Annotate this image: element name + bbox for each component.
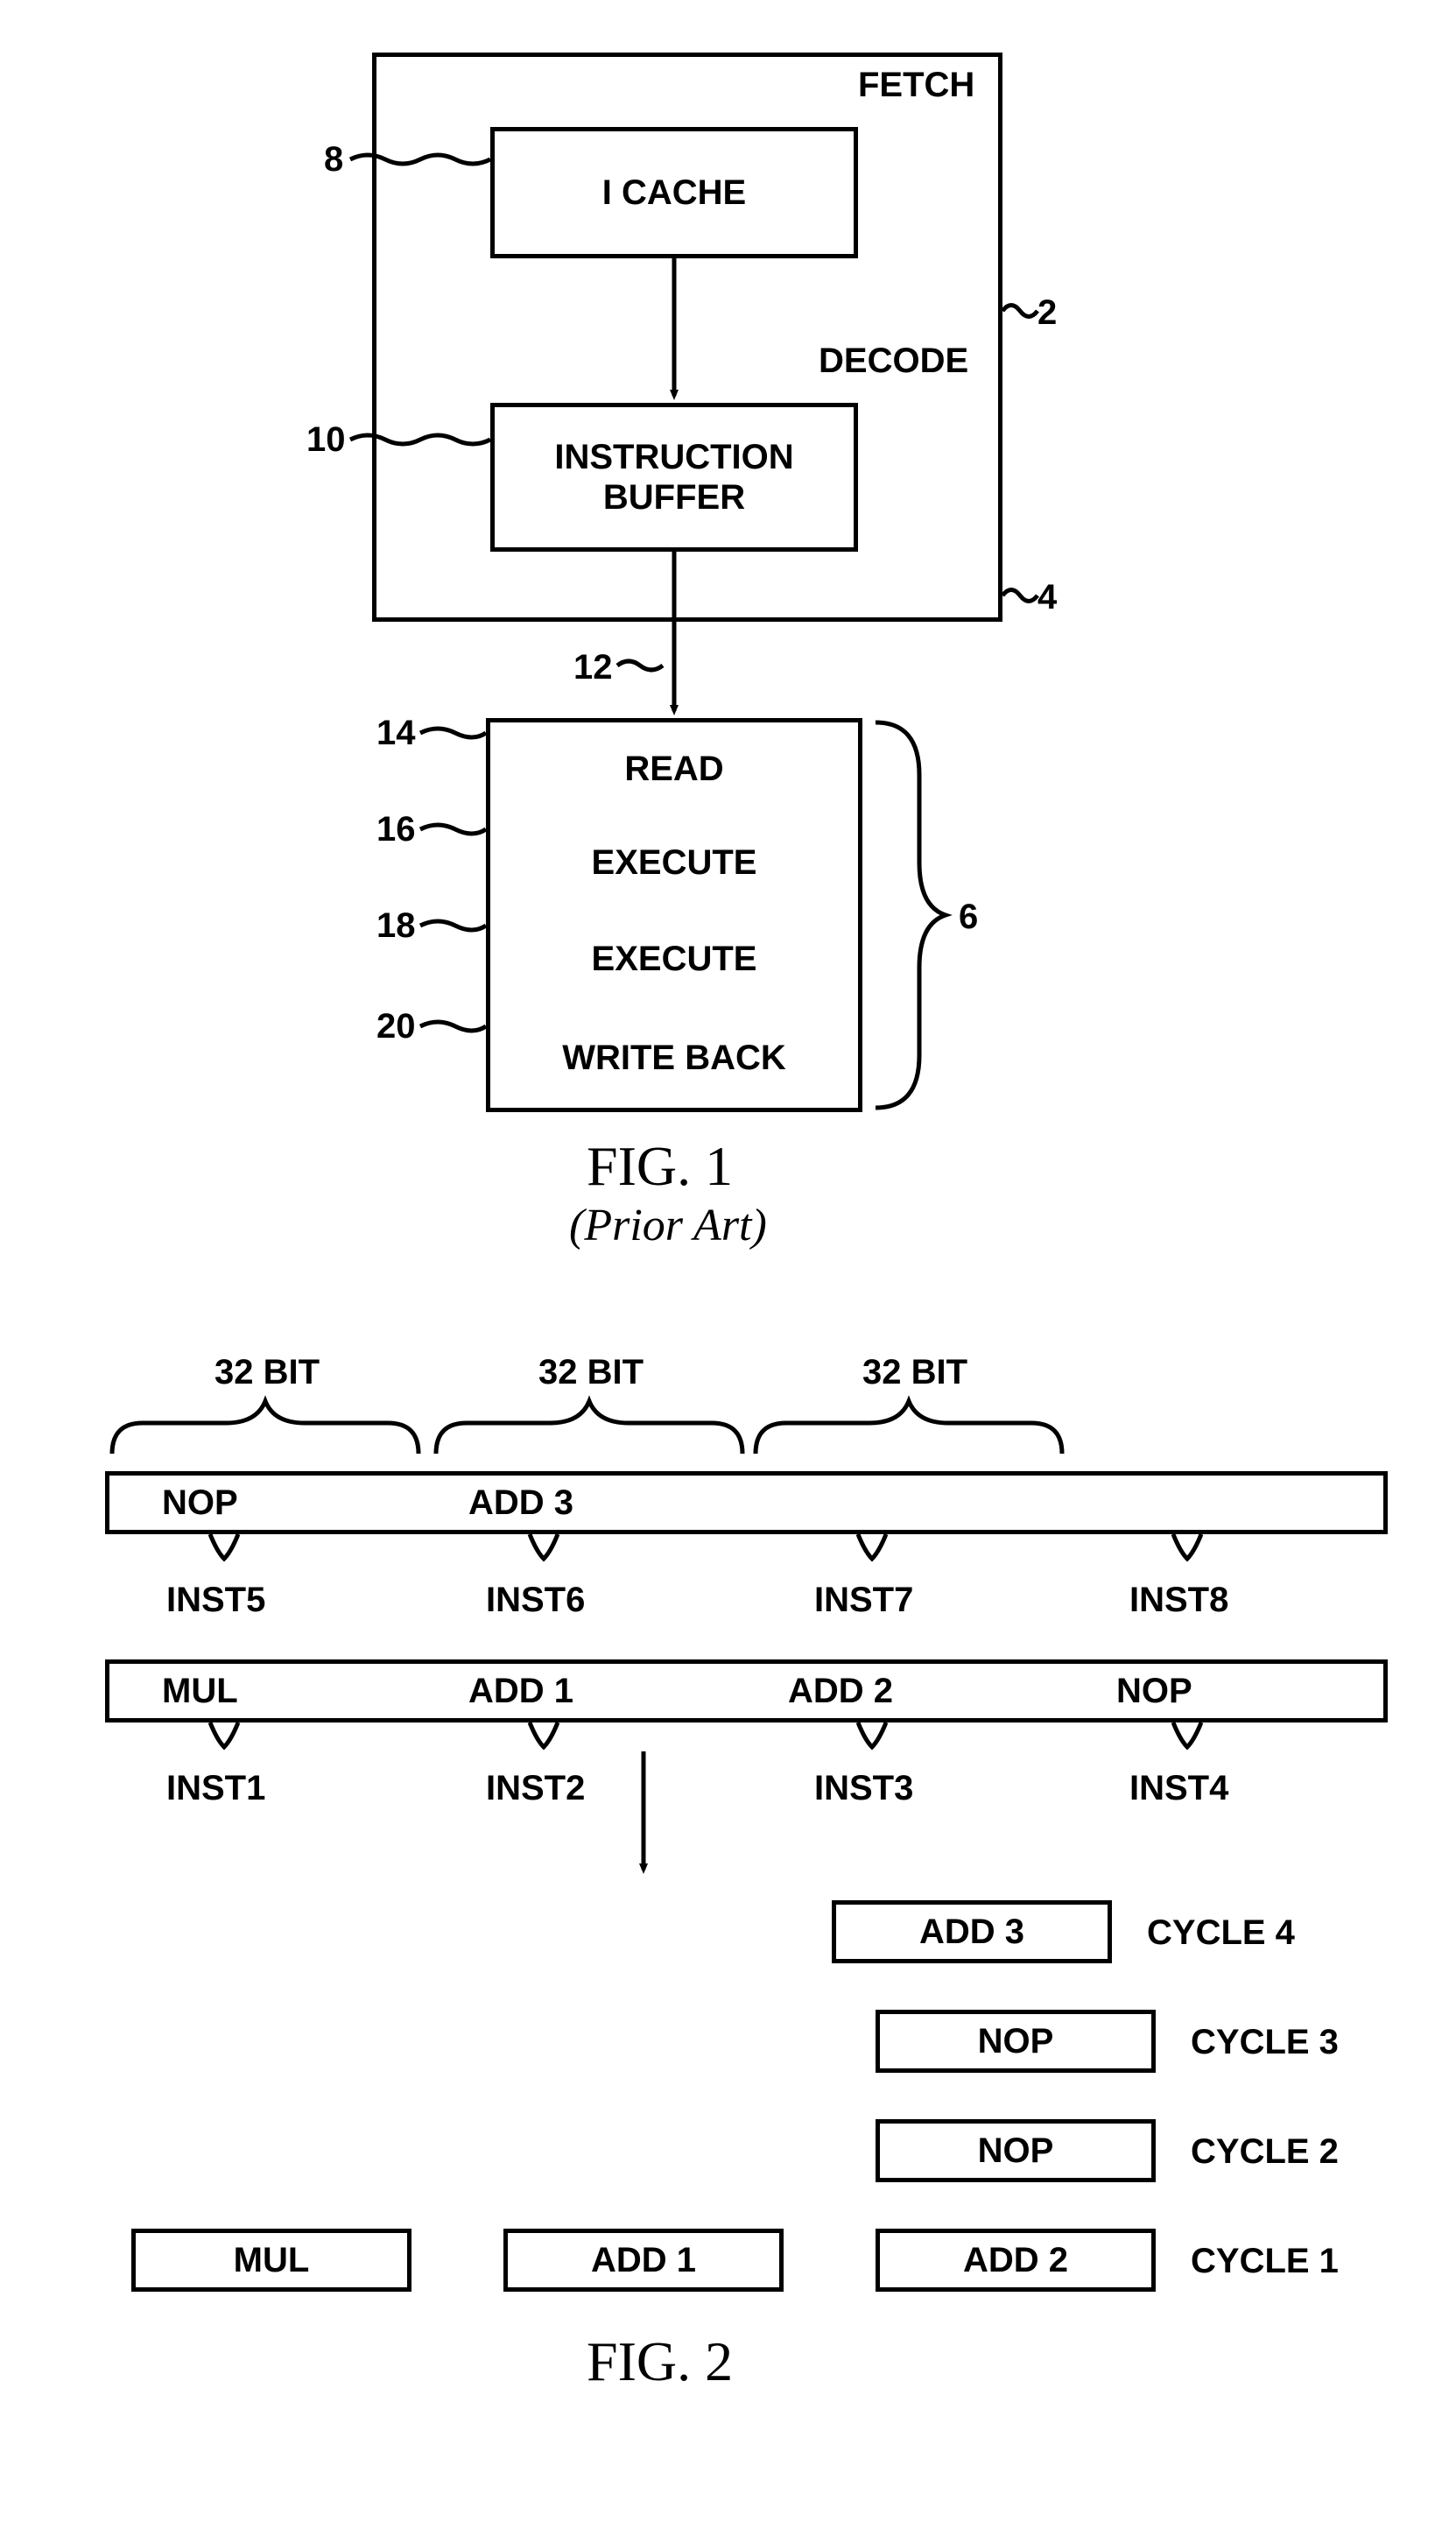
decode-label: DECODE — [819, 342, 968, 381]
inst7-label: INST7 — [814, 1581, 913, 1620]
cycle2-box: NOP — [876, 2119, 1156, 2182]
inst3-label: INST3 — [814, 1769, 913, 1808]
fig1-subtitle: (Prior Art) — [569, 1200, 767, 1251]
cycle1b-text: ADD 1 — [591, 2240, 696, 2280]
row2-c2-text: ADD 1 — [468, 1671, 573, 1711]
cycle1a-text: MUL — [234, 2240, 310, 2280]
page: FETCH I CACHE DECODE INSTRUCTION BUFFER … — [0, 0, 1456, 2522]
cycle1-box-a: MUL — [131, 2229, 411, 2292]
cycle4-label: CYCLE 4 — [1147, 1913, 1295, 1953]
ref-10: 10 — [306, 420, 346, 460]
row2-cell4: NOP — [1064, 1659, 1388, 1722]
row2-c3-text: ADD 2 — [788, 1671, 893, 1711]
ref-8: 8 — [324, 140, 343, 180]
inst6-label: INST6 — [486, 1581, 585, 1620]
writeback-text: WRITE BACK — [562, 1038, 786, 1078]
ibuffer-text: INSTRUCTION BUFFER — [554, 437, 793, 518]
ref-4: 4 — [1037, 578, 1057, 617]
cycle4-box: ADD 3 — [832, 1900, 1112, 1963]
cycle3-text: NOP — [978, 2021, 1054, 2061]
cycle3-box: NOP — [876, 2010, 1156, 2073]
row2-c4-text: NOP — [1116, 1671, 1192, 1711]
inst1-label: INST1 — [166, 1769, 265, 1808]
row1-cell4 — [1064, 1471, 1388, 1534]
row1-cell1: NOP — [105, 1471, 429, 1534]
ref-18: 18 — [376, 906, 416, 946]
execute-stage-2: EXECUTE — [486, 911, 862, 1011]
inst8-label: INST8 — [1129, 1581, 1228, 1620]
read-stage: READ — [486, 718, 862, 819]
cycle2-text: NOP — [978, 2131, 1054, 2171]
ibuffer-box: INSTRUCTION BUFFER — [490, 403, 858, 552]
icache-box: I CACHE — [490, 127, 858, 258]
ref-14: 14 — [376, 714, 416, 753]
row2-cell1: MUL — [105, 1659, 429, 1722]
ref-2: 2 — [1037, 293, 1057, 333]
execute-stage-1: EXECUTE — [486, 814, 862, 915]
cycle3-label: CYCLE 3 — [1191, 2023, 1339, 2062]
row1-cell3 — [744, 1471, 1068, 1534]
row2-cell2: ADD 1 — [425, 1659, 749, 1722]
row2-c1-text: MUL — [162, 1671, 238, 1711]
inst4-label: INST4 — [1129, 1769, 1228, 1808]
cycle1-label: CYCLE 1 — [1191, 2242, 1339, 2281]
execute2-text: EXECUTE — [592, 939, 757, 979]
read-text: READ — [624, 749, 723, 789]
row1-c1-text: NOP — [162, 1483, 238, 1523]
ref-12: 12 — [573, 648, 613, 687]
fig1-title: FIG. 1 — [587, 1134, 733, 1199]
fig2-title: FIG. 2 — [587, 2329, 733, 2394]
ref-16: 16 — [376, 810, 416, 849]
fetch-label: FETCH — [858, 66, 974, 105]
inst2-label: INST2 — [486, 1769, 585, 1808]
cycle4-text: ADD 3 — [919, 1912, 1024, 1952]
bit-label-1: 32 BIT — [215, 1353, 320, 1392]
cycle1-box-c: ADD 2 — [876, 2229, 1156, 2292]
bit-label-2: 32 BIT — [538, 1353, 644, 1392]
ref-20: 20 — [376, 1007, 416, 1046]
row1-c2-text: ADD 3 — [468, 1483, 573, 1523]
cycle1c-text: ADD 2 — [963, 2240, 1068, 2280]
cycle2-label: CYCLE 2 — [1191, 2132, 1339, 2172]
ref-6: 6 — [959, 898, 978, 937]
icache-text: I CACHE — [602, 173, 746, 213]
cycle1-box-b: ADD 1 — [503, 2229, 784, 2292]
row2-cell3: ADD 2 — [744, 1659, 1068, 1722]
inst5-label: INST5 — [166, 1581, 265, 1620]
writeback-stage: WRITE BACK — [486, 1007, 862, 1112]
row1-cell2: ADD 3 — [425, 1471, 749, 1534]
execute1-text: EXECUTE — [592, 842, 757, 883]
bit-label-3: 32 BIT — [862, 1353, 967, 1392]
